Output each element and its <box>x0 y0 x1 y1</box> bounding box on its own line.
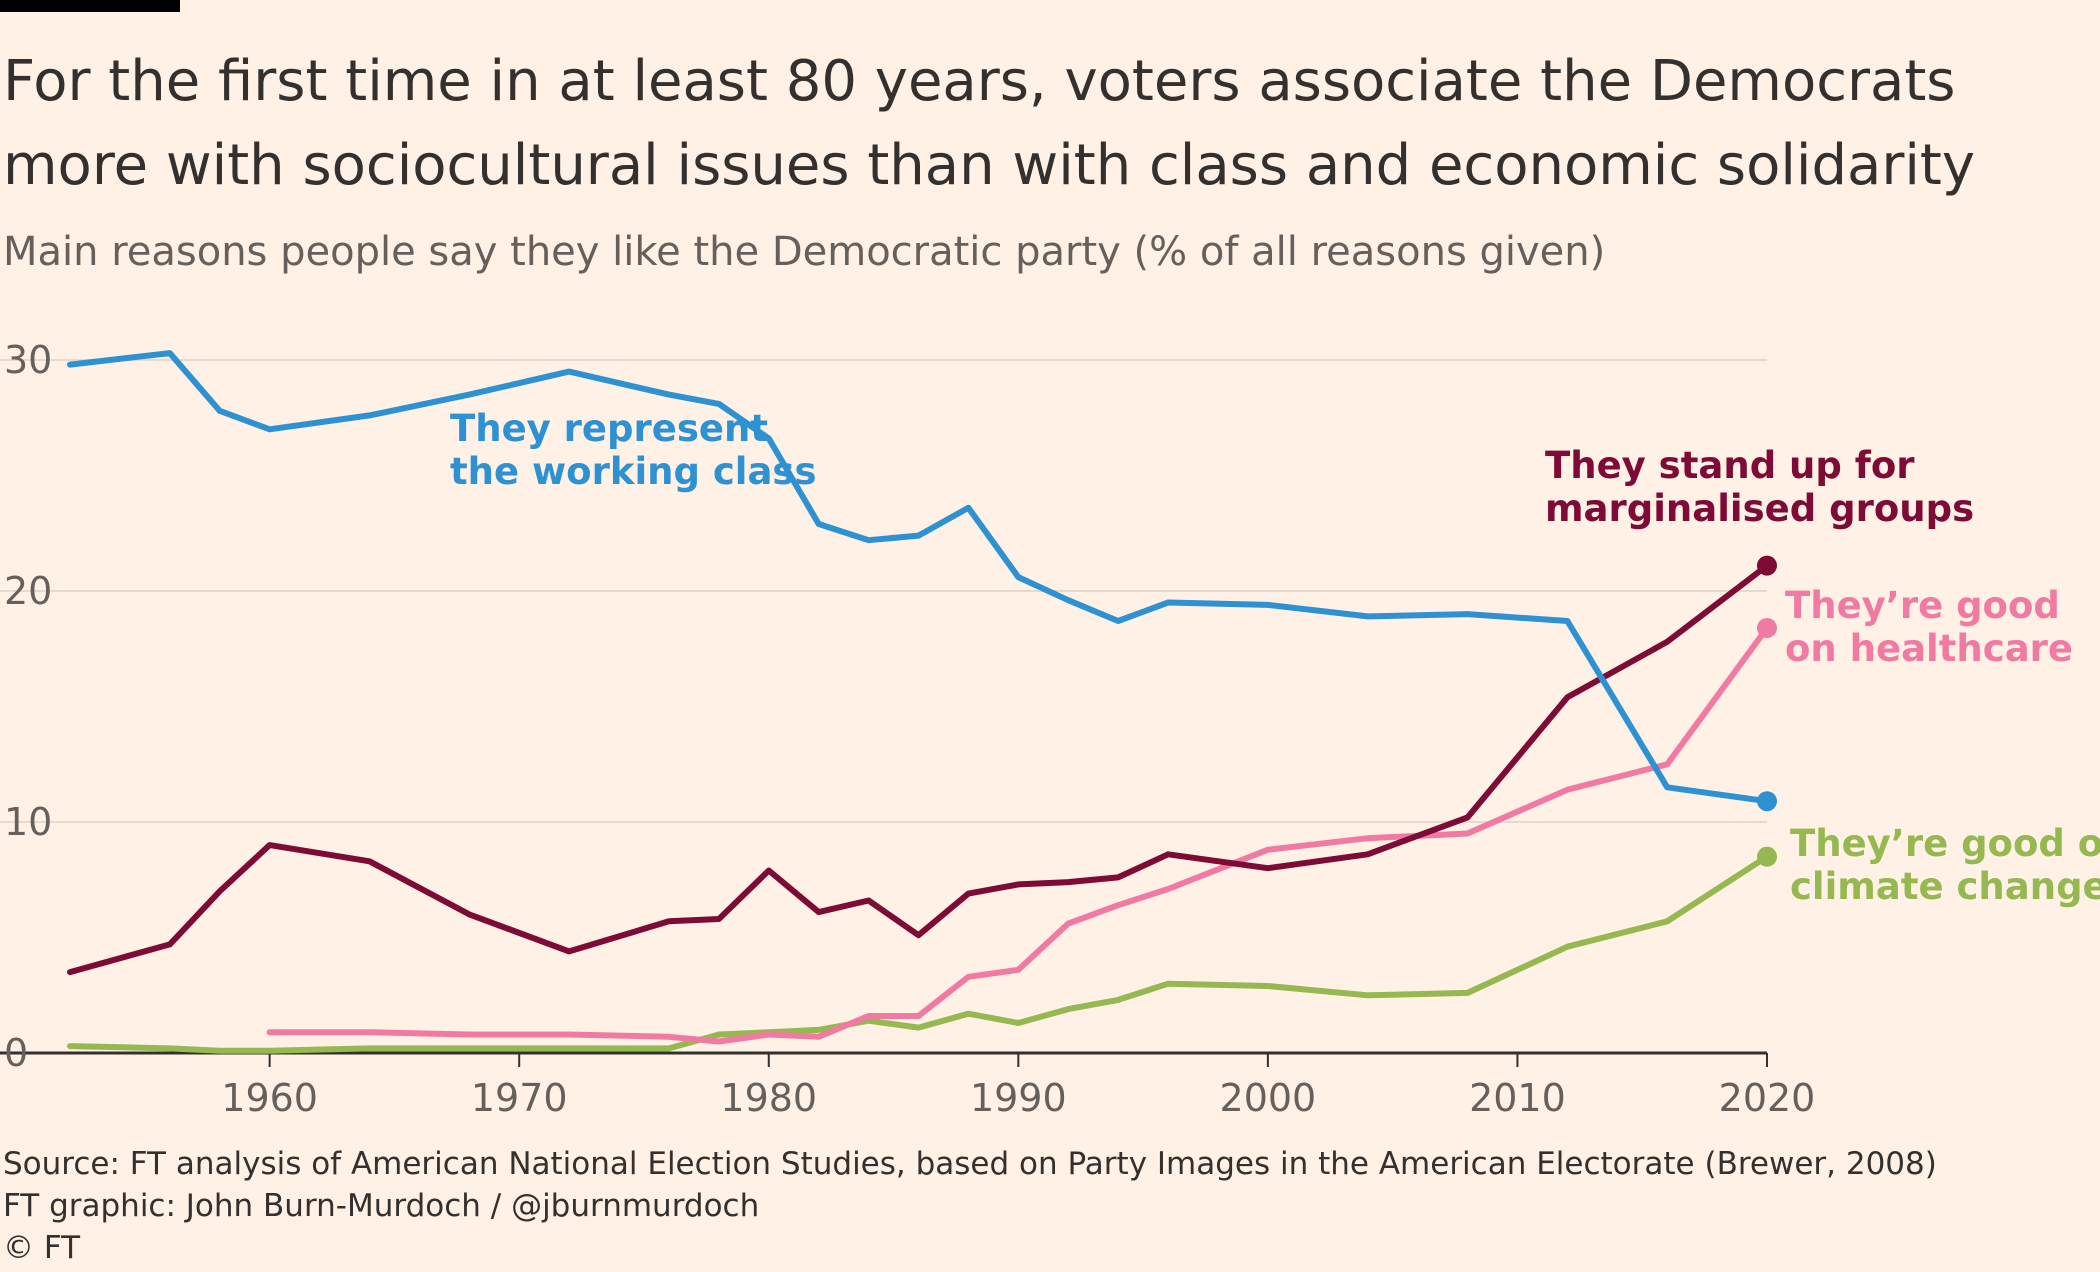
series-line-climate-change <box>67 853 1770 1054</box>
series-label-line: on healthcare <box>1785 627 2073 670</box>
x-tick-label: 1990 <box>970 1076 1067 1120</box>
x-tick-label: 1970 <box>471 1076 568 1120</box>
series-line-marginalised-groups <box>67 562 1770 976</box>
y-tick-label: 10 <box>4 800 52 844</box>
series-label-working-class: They represent the working class <box>450 407 816 493</box>
x-tick-label: 1980 <box>720 1076 817 1120</box>
x-tick-label: 2010 <box>1469 1076 1566 1120</box>
series-label-healthcare: They’re good on healthcare <box>1785 584 2073 670</box>
series-end-marker-climate-change <box>1757 846 1777 867</box>
series-end-marker-marginalised-groups <box>1757 555 1777 576</box>
ft-brand-bar <box>0 0 180 12</box>
series-label-line: the working class <box>450 450 816 493</box>
series-label-line: They represent <box>450 407 768 450</box>
y-tick-label: 20 <box>4 569 52 613</box>
x-tick-label: 2020 <box>1719 1076 1816 1120</box>
series-label-line: They’re good <box>1785 584 2060 627</box>
chart-title: For the first time in at least 80 years,… <box>3 49 1976 198</box>
x-tick-label: 2000 <box>1220 1076 1317 1120</box>
series-label-line: marginalised groups <box>1545 487 1974 530</box>
series-line-healthcare <box>266 625 1770 1045</box>
series-label-line: climate change <box>1790 865 2100 908</box>
y-tick-label: 0 <box>4 1031 28 1075</box>
y-tick-label: 30 <box>4 338 52 382</box>
series-label-climate-change: They’re good on climate change <box>1790 822 2100 908</box>
x-tick-label: 1960 <box>221 1076 318 1120</box>
chart-subtitle: Main reasons people say they like the De… <box>3 229 1606 275</box>
series-label-line: They’re good on <box>1790 822 2100 865</box>
series-label-line: They stand up for <box>1545 444 1915 487</box>
source-note: Source: FT analysis of American National… <box>3 1146 1937 1182</box>
series-label-marginalised-groups: They stand up for marginalised groups <box>1545 444 1974 530</box>
series-end-marker-working-class <box>1757 791 1777 812</box>
copyright-note: © FT <box>3 1230 81 1266</box>
credit-note: FT graphic: John Burn-Murdoch / @jburnmu… <box>3 1188 760 1224</box>
series-end-marker-healthcare <box>1757 617 1777 638</box>
series-line-working-class <box>67 350 1770 805</box>
